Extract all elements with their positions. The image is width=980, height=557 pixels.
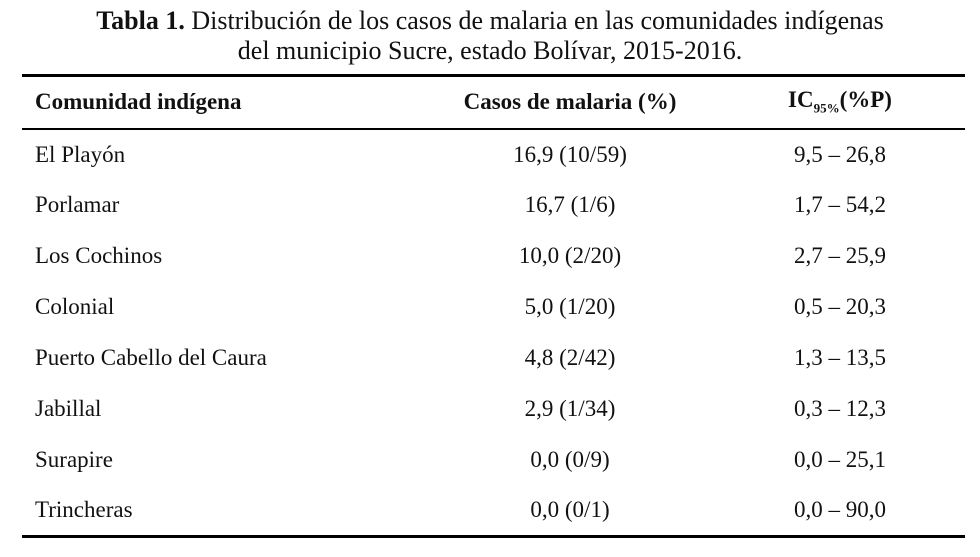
table-cell: Los Cochinos <box>35 243 163 268</box>
table-cell: Puerto Cabello del Caura <box>35 345 267 370</box>
header-cell: IC95%(%P) <box>715 76 965 129</box>
table-cell: 2,7 – 25,9 <box>794 243 886 268</box>
table-cell: El Playón <box>35 141 126 167</box>
table-cell: Trincheras <box>35 497 133 523</box>
table-cell: 4,8 (2/42) <box>524 345 616 370</box>
table-cell: 10,0 (2/20) <box>518 243 622 268</box>
table-cell: 0,0 – 90,0 <box>794 497 886 523</box>
header-text: (%P) <box>839 87 892 113</box>
table-row: Los Cochinos 10,0 (2/20) 2,7 – 25,9 <box>22 231 965 282</box>
caption: Tabla 1. Distribución de los casos de ma… <box>0 6 980 36</box>
caption-label: Tabla 1. <box>96 6 185 35</box>
caption-line: del municipio Sucre, estado Bolívar, 201… <box>237 36 743 65</box>
header-cell: Comunidad indígena <box>35 89 242 115</box>
caption-text: Distribución de los casos de malaria en … <box>191 6 884 35</box>
header-subscript: 95% <box>813 101 840 117</box>
table-row: Jabillal 2,9 (1/34) 0,3 – 12,3 <box>22 384 965 435</box>
table-cell: 0,0 (0/9) <box>530 447 610 472</box>
table-cell: Surapire <box>35 447 113 472</box>
table-row: Colonial 5,0 (1/20) 0,5 – 20,3 <box>22 282 965 333</box>
table-cell: Porlamar <box>35 192 120 217</box>
table-row: El Playón 16,9 (10/59) 9,5 – 26,8 <box>22 129 965 180</box>
table-cell: 1,3 – 13,5 <box>794 345 886 370</box>
table-cell: 0,5 – 20,3 <box>794 294 886 319</box>
table-row: Puerto Cabello del Caura 4,8 (2/42) 1,3 – … <box>22 333 965 384</box>
table-cell: 0,3 – 12,3 <box>794 396 886 421</box>
table-cell: 1,7 – 54,2 <box>794 192 886 217</box>
table-cell: 0,0 – 25,1 <box>794 447 886 472</box>
table-cell: 16,9 (10/59) <box>513 141 627 167</box>
table-cell: 2,9 (1/34) <box>524 396 616 421</box>
table-cell: 5,0 (1/20) <box>524 294 616 319</box>
table-cell: 0,0 (0/1) <box>530 497 610 523</box>
table-row: Trincheras 0,0 (0/1) 0,0 – 90,0 <box>22 486 965 537</box>
table-cell: 16,7 (1/6) <box>524 192 616 217</box>
header-text: IC <box>788 87 814 113</box>
table-cell: Colonial <box>35 294 115 319</box>
table-row: Surapire 0,0 (0/9) 0,0 – 25,1 <box>22 435 965 486</box>
table-cell: 9,5 – 26,8 <box>794 141 886 167</box>
header-row: Comunidad indígena Casos de malaria (%) … <box>22 76 965 129</box>
table-cell: Jabillal <box>35 396 102 421</box>
table-row: Porlamar 16,7 (1/6) 1,7 – 54,2 <box>22 180 965 231</box>
data-table: Comunidad indígena Casos de malaria (%) … <box>22 74 965 538</box>
header-cell: Casos de malaria (%) <box>463 89 677 115</box>
table-body: El Playón 16,9 (10/59) 9,5 – 26,8 Porlamar 1… <box>22 129 965 537</box>
